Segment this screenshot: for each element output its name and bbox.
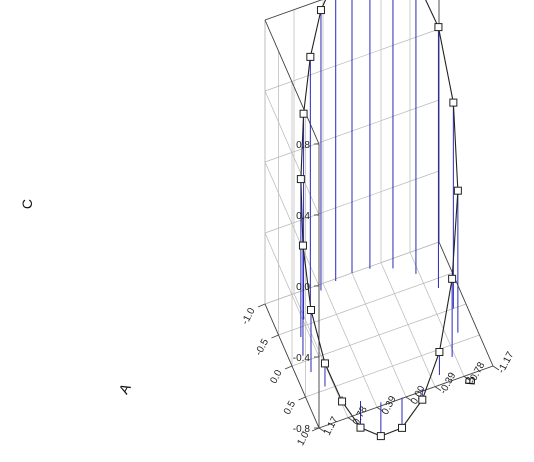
left-wall-grid-c: [264, 232, 320, 358]
floor-grid-b: [409, 252, 465, 377]
b-tick-mark: [463, 375, 471, 381]
data-point-marker: [356, 423, 365, 432]
b-tick-mark: [405, 396, 413, 402]
a-tick-mark: [298, 396, 306, 401]
data-point-marker: [449, 98, 458, 107]
b-tick-mark: [347, 417, 355, 423]
floor-grid-b: [351, 272, 407, 398]
a-tick-mark: [311, 427, 320, 432]
c-tick-label: -0.4: [293, 353, 311, 364]
a-tick-mark: [271, 334, 279, 339]
x-axis-title: A: [115, 380, 134, 396]
data-point-marker: [338, 397, 347, 406]
data-point-marker: [434, 23, 443, 32]
z-axis-title: C: [19, 199, 35, 209]
a-tick-label: 0.0: [268, 368, 284, 386]
data-point-marker: [448, 274, 457, 283]
a-tick-label: -1.0: [240, 306, 258, 327]
data-point-marker: [306, 52, 315, 61]
a-tick-label: 0.5: [282, 399, 298, 417]
drop-lines: [300, 0, 459, 437]
data-point-marker: [299, 109, 308, 118]
data-point-marker: [298, 241, 307, 250]
c-tick-label: 0.4: [296, 211, 310, 222]
data-point-marker: [418, 395, 427, 404]
c-tick-label: 0.0: [296, 282, 310, 293]
b-tick-mark: [434, 386, 442, 392]
frame-edge: [438, 241, 494, 367]
y-axis-title: B: [462, 375, 479, 385]
data-point-marker: [435, 347, 444, 356]
data-point-marker: [316, 6, 325, 15]
b-tick-label: -1.17: [496, 350, 517, 376]
b-tick-mark: [376, 406, 384, 412]
data-point-marker: [306, 306, 315, 315]
data-point-marker: [398, 423, 407, 432]
data-point-marker: [453, 186, 462, 195]
b-tick-mark: [318, 427, 326, 433]
data-point-marker: [320, 359, 329, 368]
b-tick-mark: [492, 365, 500, 371]
floor-grid-b: [380, 262, 436, 387]
data-markers: [296, 6, 462, 441]
a-tick-mark: [284, 365, 293, 370]
frame-edge: [264, 0, 323, 21]
a-tick-label: -0.5: [253, 337, 271, 358]
data-point-marker: [296, 175, 305, 184]
floor-grid-b: [322, 283, 378, 408]
a-tick-mark: [257, 303, 266, 308]
c-tick-label: 0.8: [296, 140, 310, 151]
data-point-marker: [376, 432, 385, 441]
c-tick-label: -0.8: [293, 424, 311, 435]
